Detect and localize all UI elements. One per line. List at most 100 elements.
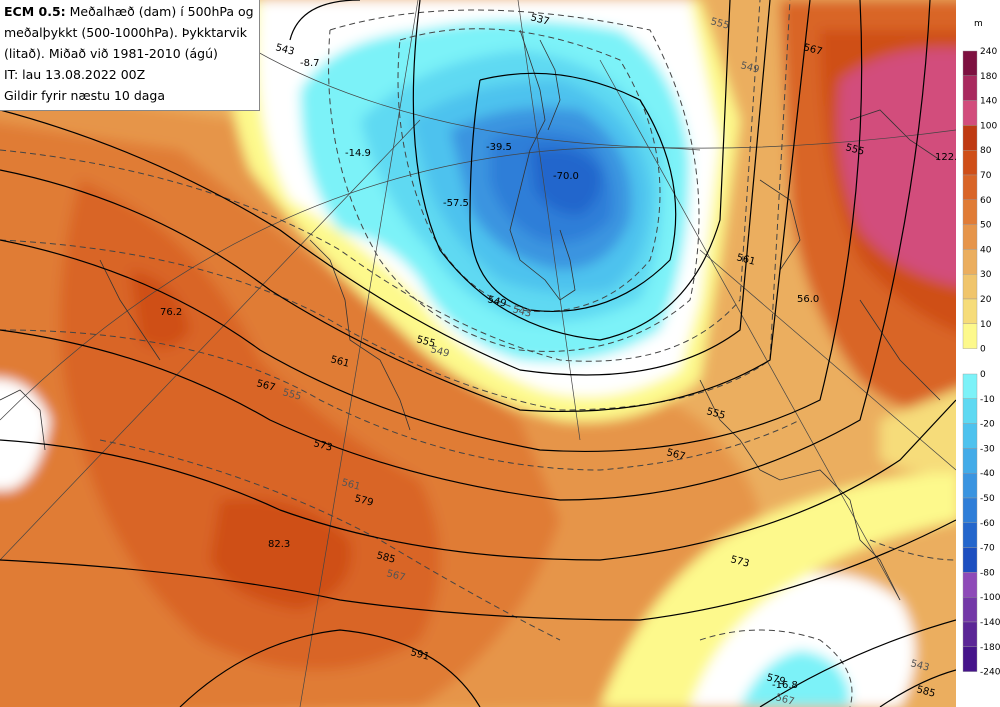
legend-positive-tick-label: 60: [980, 196, 992, 206]
height-contour-label: 591: [409, 647, 430, 663]
anomaly-value-label: -57.5: [443, 198, 469, 209]
legend-positive-tick-label: 10: [980, 320, 992, 330]
legend-negative-tick-label: -40: [980, 469, 995, 479]
height-contour-label: 573: [729, 554, 750, 570]
height-contour-label: 567: [665, 447, 686, 463]
anomaly-value-label: 76.2: [160, 307, 182, 318]
legend-positive-tick-label: 140: [980, 97, 997, 107]
height-contour-label: 549: [486, 294, 507, 310]
legend-negative-swatch: [962, 373, 978, 399]
height-contour-label: 543: [274, 42, 295, 58]
thickness-contour-label: 555: [281, 387, 302, 403]
anomaly-value-label: -39.5: [486, 142, 512, 153]
height-contours: [0, 0, 956, 707]
info-line-2: meðalþykkt (500-1000hPa). Þykktarvik: [4, 25, 248, 40]
model-name: ECM 0.5:: [4, 4, 66, 19]
height-labels: 5495555615675735795855915555615675735795…: [255, 12, 936, 700]
legend-positive-tick-label: 100: [980, 121, 997, 131]
height-contour-label: 579: [765, 672, 786, 688]
height-contour-label: 567: [255, 378, 276, 394]
info-line-3: (litað). Miðað við 1981-2010 (ágú): [4, 46, 218, 61]
legend-negative-tick-label: -60: [980, 519, 995, 529]
thickness-contour-label: 549: [429, 344, 450, 360]
legend-positive-swatch: [962, 149, 978, 176]
legend-negative-tick-label: -30: [980, 444, 995, 454]
legend-positive-swatch: [962, 298, 978, 324]
height-contour-label: 537: [529, 12, 550, 28]
anomaly-value-label: 56.0: [797, 294, 819, 305]
legend-negative-tick-label: -180: [980, 643, 1000, 653]
height-contour-label: 573: [312, 438, 333, 454]
legend-positive-swatch: [962, 249, 978, 275]
legend-negative-swatch: [962, 398, 978, 424]
legend-negative-swatch: [962, 621, 978, 647]
legend-negative-swatch: [962, 423, 978, 449]
thickness-contour-label: 549: [739, 60, 760, 76]
legend-negative-tick-label: -50: [980, 494, 995, 504]
height-contour-label: 555: [415, 334, 436, 350]
anomaly-labels: -8.7 -14.9 -39.5 -70.0 -57.5 76.2 82.3 56.0 -16.…: [160, 58, 956, 691]
legend-positive-swatch: [962, 224, 978, 250]
info-line-1-text: Meðalhæð (dam) í 500hPa og: [65, 4, 254, 19]
thickness-contour-label: 543: [909, 658, 930, 674]
anomaly-value-label: 122.5: [935, 152, 956, 163]
legend-negative-tick-label: -80: [980, 568, 995, 578]
legend-negative-tick-label: 0: [980, 370, 986, 380]
height-contour-label: 555: [705, 406, 726, 422]
legend-negative-tick-label: -20: [980, 420, 995, 430]
anomaly-value-label: -70.0: [553, 171, 579, 182]
legend-negative-swatch: [962, 597, 978, 623]
legend-positive-tick-label: 50: [980, 221, 992, 231]
legend-positive-tick-label: 180: [980, 72, 997, 82]
height-contour-label: 585: [375, 550, 396, 566]
legend-negative-swatch: [962, 572, 978, 598]
thickness-contour-label: 567: [774, 692, 795, 707]
height-contour-label: 555: [844, 142, 865, 158]
legend-negative-scale: 0 -10 -20 -30 -40 -50 -60 -70 -80 -100 -140 -180 -24…: [962, 370, 1000, 678]
anomaly-value-label: -14.9: [345, 148, 371, 159]
thickness-contour-label: 561: [340, 477, 361, 493]
thickness-contour-label: 555: [709, 16, 730, 32]
coastlines: [0, 29, 941, 601]
legend-negative-swatch: [962, 448, 978, 474]
anomaly-value-label: -8.7: [300, 58, 320, 69]
info-line-1: ECM 0.5: Meðalhæð (dam) í 500hPa og: [4, 1, 256, 22]
thickness-contour-label: 567: [385, 568, 406, 584]
legend-positive-swatch: [962, 100, 978, 126]
legend-negative-tick-label: -10: [980, 395, 995, 405]
weather-map: -8.7 -14.9 -39.5 -70.0 -57.5 76.2 82.3 56.0 -16.…: [0, 0, 956, 707]
legend-positive-tick-label: 0: [980, 345, 986, 355]
legend-negative-swatch: [962, 473, 978, 499]
legend-negative-tick-label: -70: [980, 544, 995, 554]
legend-unit: m: [974, 19, 983, 29]
height-contour-label: 585: [915, 684, 936, 700]
height-contour-label: 561: [735, 252, 756, 268]
height-contour-label: 567: [802, 42, 823, 58]
legend-negative-swatch: [962, 646, 978, 672]
legend-negative-swatch: [962, 497, 978, 523]
anomaly-value-label: 82.3: [268, 539, 290, 550]
legend-negative-tick-label: -100: [980, 593, 1000, 603]
legend-positive-tick-label: 20: [980, 295, 992, 305]
legend-positive-swatch: [962, 50, 978, 76]
legend-negative-swatch: [962, 522, 978, 548]
legend-positive-tick-label: 80: [980, 146, 992, 156]
legend-positive-swatch: [962, 274, 978, 300]
legend-positive-swatch: [962, 125, 978, 151]
legend-positive-swatch: [962, 199, 978, 225]
legend-positive-tick-label: 240: [980, 47, 997, 57]
thickness-contour-label: 543: [511, 304, 532, 320]
info-line-4: IT: lau 13.08.2022 00Z: [4, 67, 146, 82]
legend-positive-tick-label: 40: [980, 245, 992, 255]
legend-positive-swatch: [962, 75, 978, 101]
map-info-box: ECM 0.5: Meðalhæð (dam) í 500hPa og meða…: [0, 0, 260, 111]
legend-negative-swatch: [962, 547, 978, 573]
legend-negative-tick-label: -140: [980, 618, 1000, 628]
height-contour-label: 579: [353, 493, 374, 509]
legend-positive-tick-label: 70: [980, 171, 992, 181]
legend-positive-swatch: [962, 174, 978, 200]
legend-positive-tick-label: 30: [980, 270, 992, 280]
